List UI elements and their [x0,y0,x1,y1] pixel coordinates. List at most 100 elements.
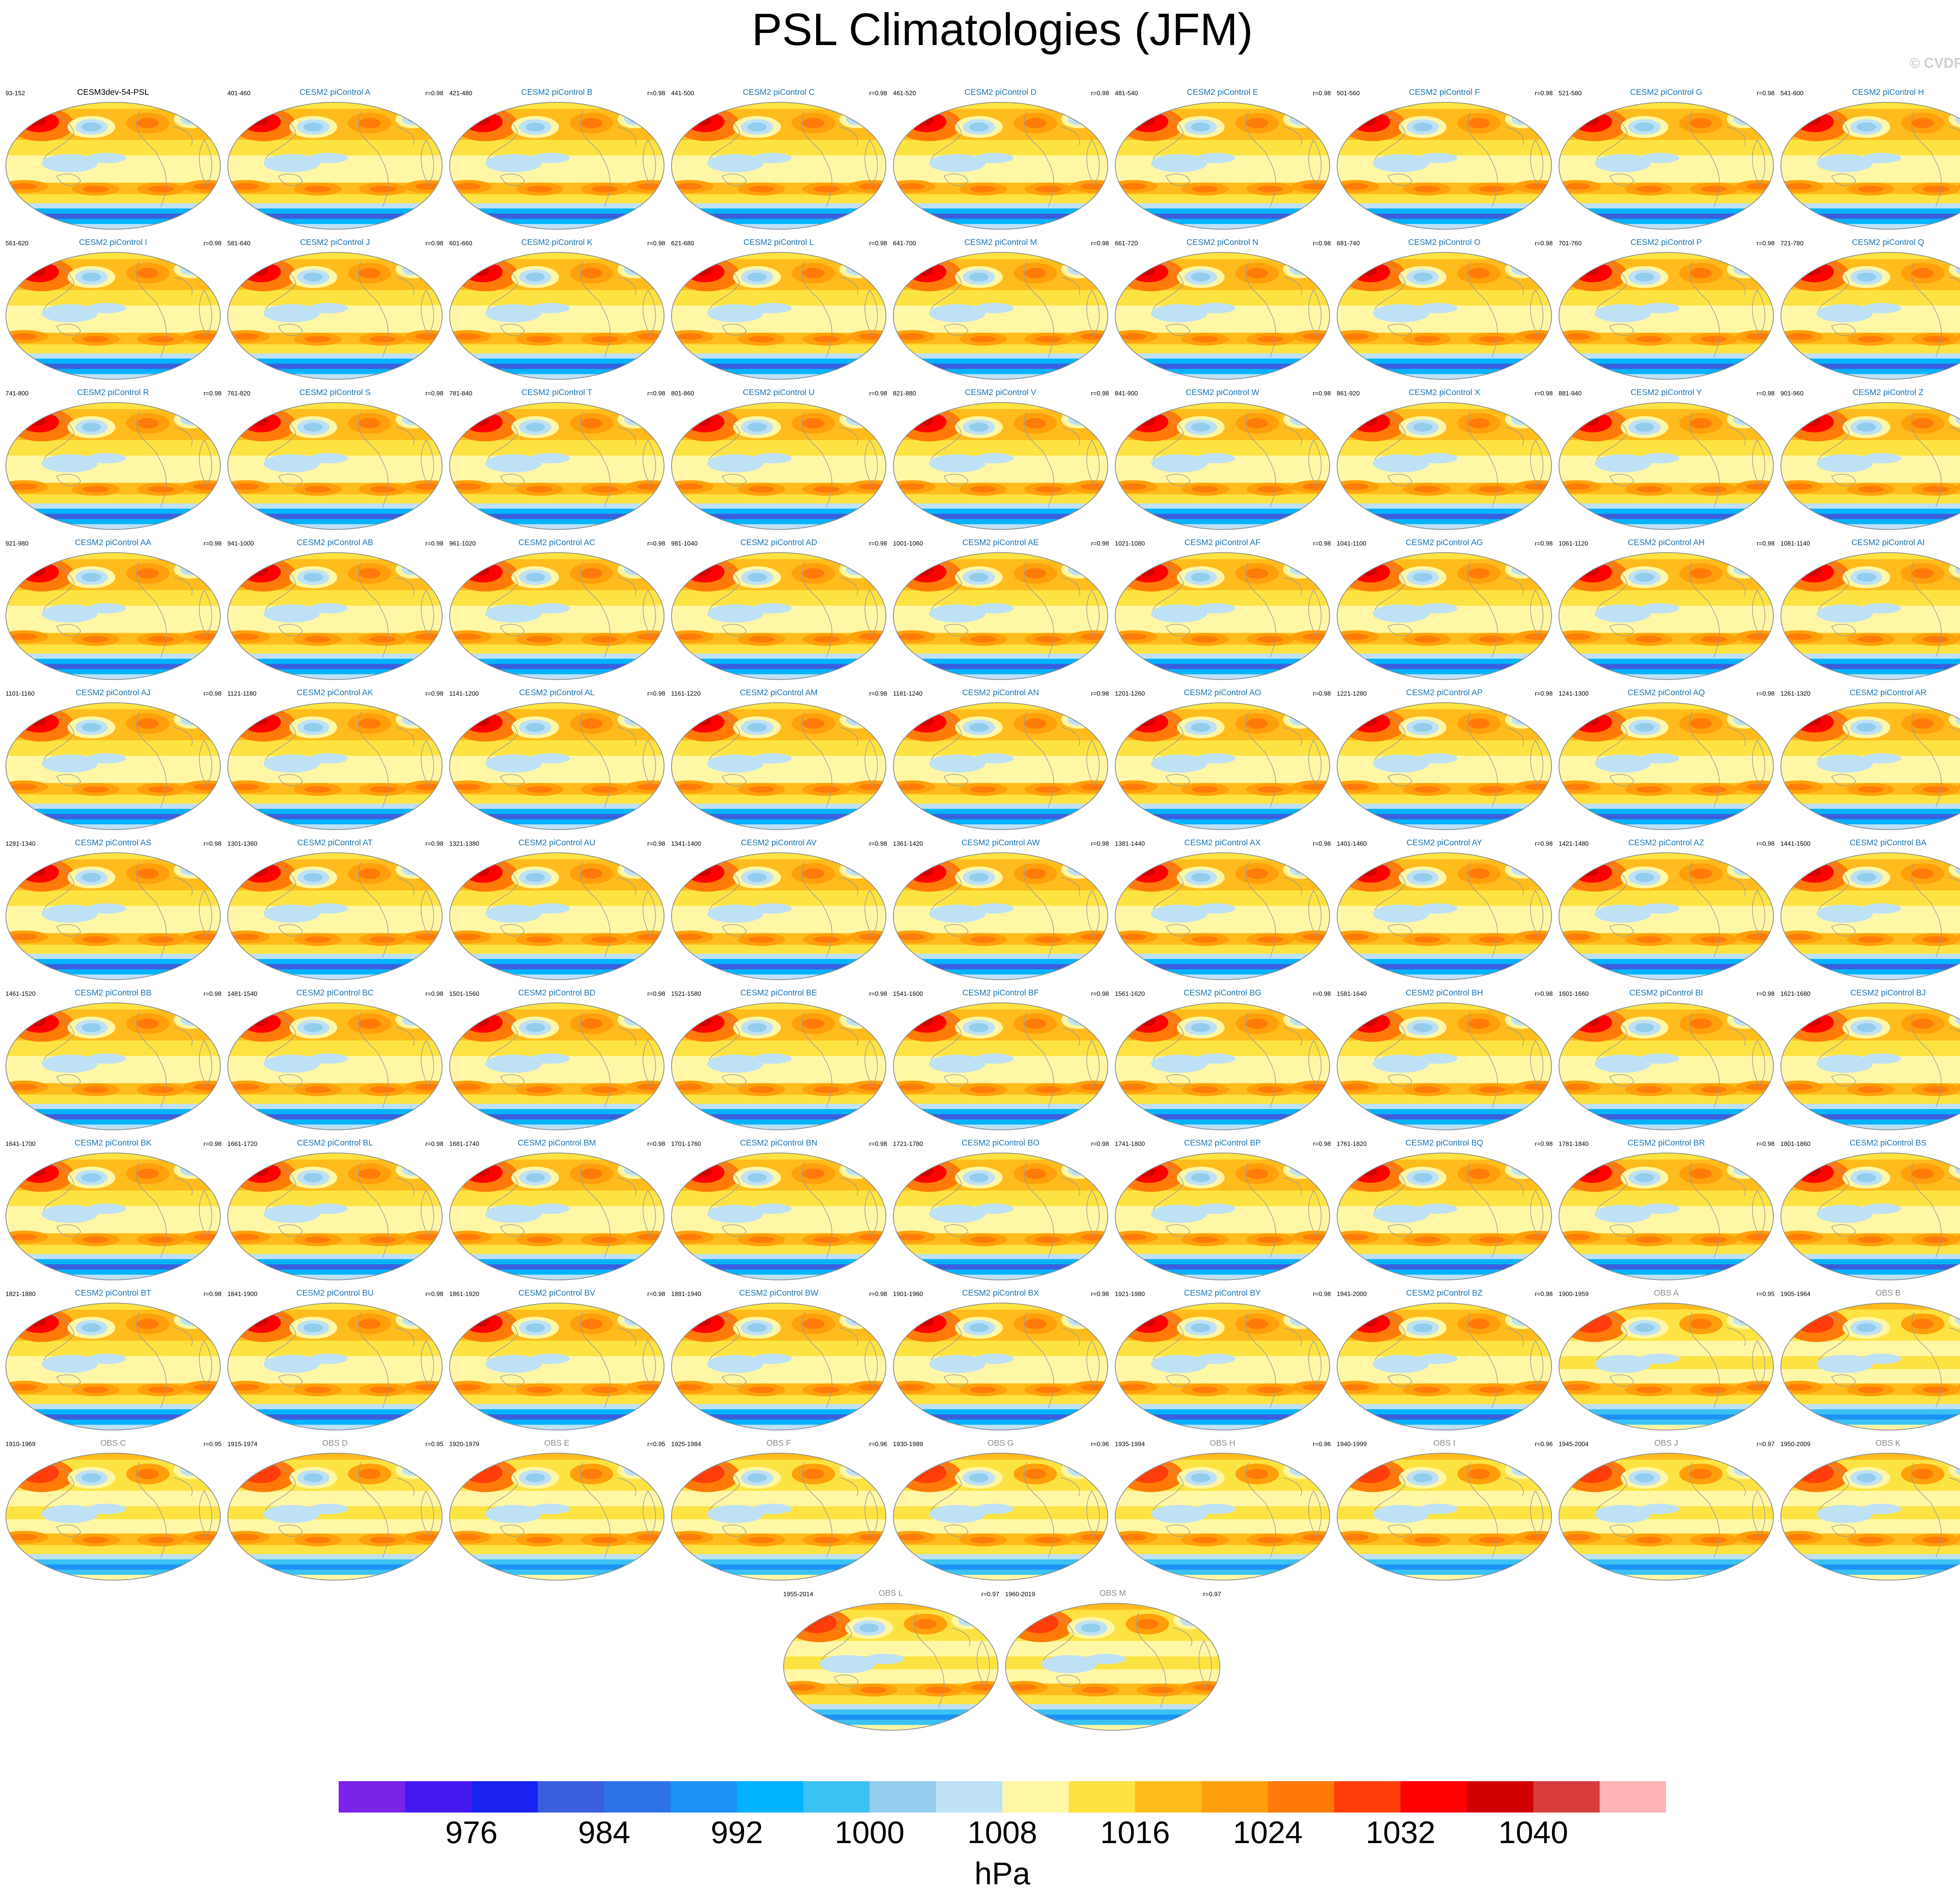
panel-title: CESM2 piControl W [1185,388,1259,397]
panel-correlation: r=0.98 [425,390,443,397]
panel-title: CESM2 piControl AE [962,538,1039,547]
page-title: PSL Climatologies (JFM) [751,4,1253,55]
panel-years: 1081-1140 [1780,540,1810,547]
panel-title: CESM2 piControl D [964,88,1037,97]
panel-title: OBS B [1875,1289,1901,1298]
map-panel: 1461-1520 CESM2 piControl BB r=0.98 [2,988,224,1136]
panel-correlation: r=0.98 [1091,841,1109,847]
psl-map [227,1303,443,1430]
panel-title: CESM2 piControl E [1187,88,1258,97]
panel-years: 1541-1600 [893,991,923,997]
psl-map [449,1453,664,1581]
psl-map [1559,402,1774,530]
map-panel: 701-760 CESM2 piControl P r=0.98 [1555,238,1777,385]
psl-map [1337,852,1552,980]
panel-years: 521-580 [1559,90,1582,97]
map-panel: 941-1000 CESM2 piControl AB r=0.98 [224,538,446,685]
psl-map [5,1002,221,1130]
map-panel: 1481-1540 CESM2 piControl BC r=0.98 [224,988,446,1136]
map-panel: 1041-1100 CESM2 piControl AG r=0.98 [1334,538,1555,685]
colorbar-swatch [339,1781,405,1813]
panel-title: OBS L [878,1589,903,1598]
psl-map [1780,702,1960,830]
psl-map [893,852,1108,980]
panel-years: 1241-1300 [1559,691,1589,697]
panel-correlation: r=0.98 [1757,991,1775,997]
map-panel: 821-880 CESM2 piControl V r=0.98 [890,388,1111,535]
map-panel: 1701-1760 CESM2 piControl BN r=0.98 [668,1138,889,1286]
colorbar-swatch [1533,1781,1600,1813]
panel-title: CESM2 piControl N [1186,238,1259,247]
map-panel: 1341-1400 CESM2 piControl AV r=0.98 [668,838,889,986]
panel-correlation: r=0.98 [1535,240,1553,247]
panel-years: 1301-1360 [227,841,258,847]
panel-title: CESM2 piControl AU [518,838,595,847]
psl-field [450,402,664,529]
map-panel: 1561-1620 CESM2 piControl BG r=0.98 [1112,988,1333,1136]
panel-correlation: r=0.98 [1757,90,1775,97]
panel-title: CESM2 piControl BC [296,988,374,997]
panel-title: CESM2 piControl Y [1630,388,1702,397]
map-panel: 1361-1420 CESM2 piControl AW r=0.98 [890,838,1111,986]
psl-map [671,402,886,530]
panel-correlation: r=0.98 [1091,390,1109,397]
map-panel: 1581-1640 CESM2 piControl BH r=0.98 [1334,988,1555,1136]
panel-correlation: r=0.98 [647,390,665,397]
panel-title: CESM2 piControl BQ [1405,1138,1483,1147]
panel-title: CESM2 piControl AX [1184,838,1261,847]
panel-years: 93-152 [5,90,25,97]
panel-years: 861-920 [1337,390,1360,397]
panel-title: CESM2 piControl AP [1406,688,1483,697]
panel-correlation: r=0.98 [1535,390,1553,397]
psl-map [1559,252,1774,380]
psl-map [671,1153,886,1280]
panel-title: CESM2 piControl AB [297,538,373,547]
panel-correlation: r=0.95 [1757,1291,1775,1298]
panel-years: 1441-1500 [1780,841,1811,847]
panel-years: 1001-1060 [893,540,923,547]
map-panel: 1935-1994 OBS H r=0.96 [1112,1439,1333,1586]
panel-title: CESM2 piControl BA [1849,838,1927,847]
psl-field [450,252,664,379]
psl-field [1115,1303,1330,1430]
psl-map [449,102,664,230]
panel-correlation: r=0.98 [1091,1291,1109,1298]
panel-years: 1621-1680 [1780,991,1811,997]
panel-correlation: r=0.98 [1091,1141,1109,1147]
colorbar-swatch [803,1781,870,1813]
psl-map [1115,552,1330,680]
map-panel: 1381-1440 CESM2 piControl AX r=0.98 [1112,838,1333,986]
colorbar-tick-label: 976 [445,1815,498,1850]
colorbar-swatch [1334,1781,1401,1813]
map-panel: 761-820 CESM2 piControl S r=0.98 [224,388,446,535]
panel-title: CESM2 piControl BU [296,1289,374,1298]
psl-map [449,402,664,530]
panel-title: CESM2 piControl BM [517,1138,596,1147]
panel-years: 801-860 [671,390,694,397]
panel-years: 681-740 [1337,240,1360,247]
panel-correlation: r=0.98 [1535,1291,1553,1298]
panel-correlation: r=0.98 [1313,991,1331,997]
panel-correlation: r=0.98 [1313,1141,1331,1147]
panel-title: OBS I [1433,1439,1455,1448]
psl-map [5,552,221,680]
panel-correlation: r=0.98 [869,240,887,247]
map-panel: 1501-1560 CESM2 piControl BD r=0.98 [446,988,668,1136]
panel-title: CESM2 piControl AQ [1627,688,1705,697]
panel-title: CESM2 piControl AH [1628,538,1705,547]
psl-map [1337,702,1552,830]
psl-map [227,552,443,680]
map-panel: 1721-1780 CESM2 piControl BO r=0.98 [890,1138,1111,1286]
psl-map [449,702,664,830]
panel-correlation: r=0.98 [425,691,443,697]
psl-field [1781,1453,1960,1580]
panel-correlation: r=0.95 [203,1441,221,1448]
psl-map [1780,102,1960,230]
panel-years: 841-900 [1115,390,1138,397]
panel-years: 1881-1940 [671,1291,701,1298]
map-panel: 1541-1600 CESM2 piControl BF r=0.98 [890,988,1111,1136]
psl-map [671,852,886,980]
panel-years: 481-540 [1115,90,1138,97]
